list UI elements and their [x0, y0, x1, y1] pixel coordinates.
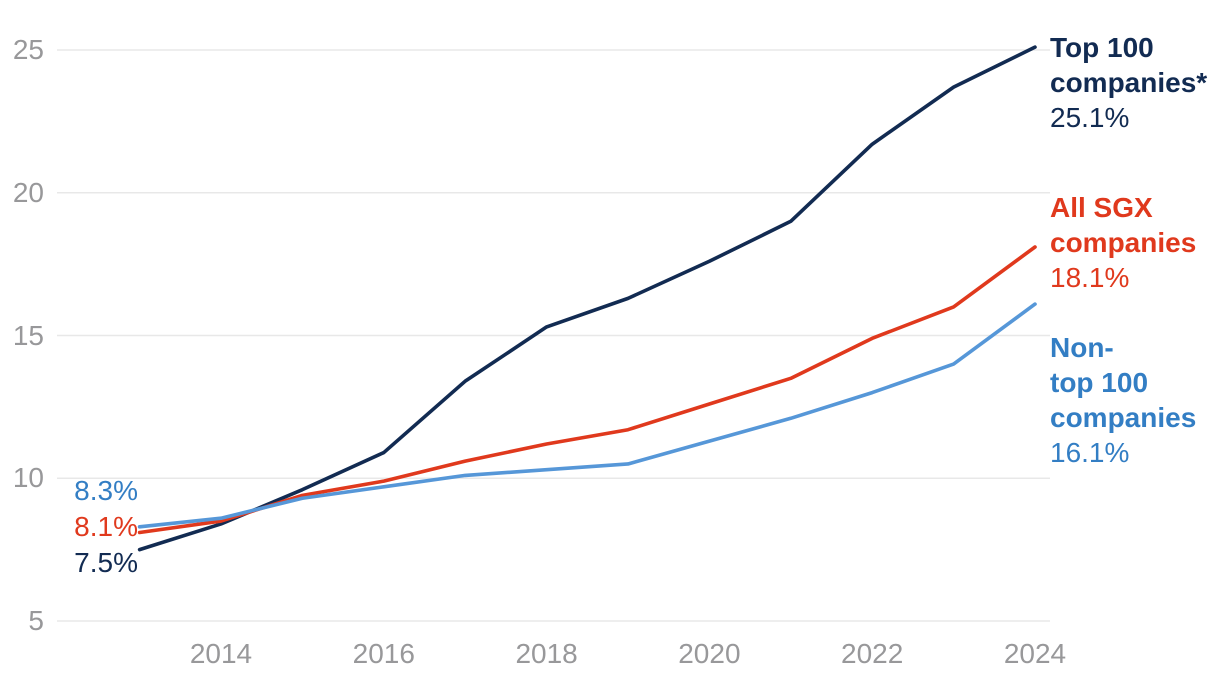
legend-all-sgx: All SGX companies 18.1%	[1050, 190, 1220, 295]
y-axis-tick-10: 10	[12, 462, 44, 494]
start-value-non-top-100: 8.3%	[74, 475, 138, 506]
y-axis-tick-5: 5	[28, 605, 44, 636]
series-line-top-100	[137, 45, 1037, 552]
x-axis-tick-2022: 2022	[841, 638, 904, 669]
legend-all-sgx-value: 18.1%	[1050, 262, 1130, 293]
y-axis-tick-15: 15	[12, 319, 44, 351]
legend-non-top-100-name: Non- top 100 companies	[1050, 332, 1197, 433]
x-axis-tick-2016: 2016	[352, 638, 415, 669]
legend-non-top-100: Non- top 100 companies 16.1%	[1050, 330, 1220, 470]
legend-non-top-100-value: 16.1%	[1050, 437, 1130, 468]
series-line-all-sgx	[137, 245, 1037, 535]
x-axis-tick-2014: 2014	[189, 638, 253, 669]
series-line-non-top-100	[137, 302, 1037, 529]
x-axis-tick-2018: 2018	[515, 638, 578, 669]
y-axis-tick-25: 25	[12, 34, 44, 65]
y-axis-tick-20: 20	[12, 176, 44, 208]
legend-top-100-value: 25.1%	[1050, 102, 1130, 133]
x-axis-tick-2020: 2020	[678, 638, 741, 669]
legend-top-100: Top 100 companies* 25.1%	[1050, 30, 1220, 135]
legend-all-sgx-name: All SGX companies	[1050, 192, 1197, 258]
legend-top-100-name: Top 100 companies*	[1050, 32, 1208, 98]
x-axis-tick-2024: 2024	[1003, 638, 1067, 669]
start-value-all-sgx: 8.1%	[74, 511, 138, 542]
start-value-top-100: 7.5%	[74, 547, 138, 578]
